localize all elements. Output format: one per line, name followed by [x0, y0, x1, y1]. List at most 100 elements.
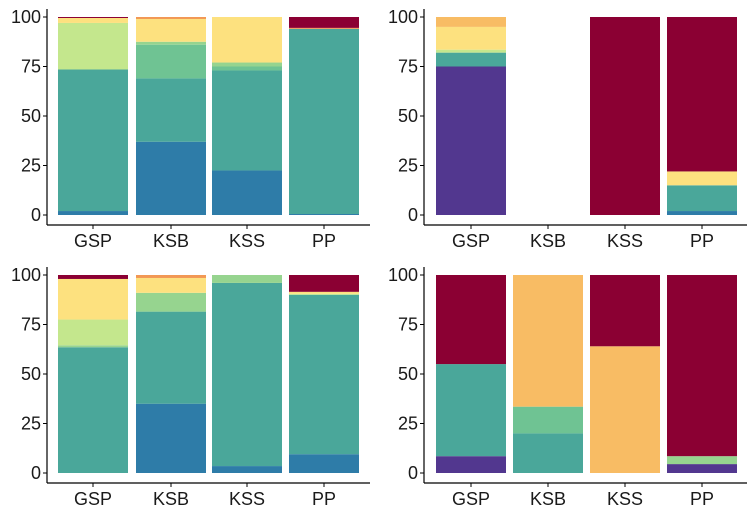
bar-segment-ksb-5 — [136, 275, 206, 278]
x-tick-label: PP — [312, 231, 336, 251]
bar-segment-gsp-5 — [58, 275, 128, 279]
y-tick-label: 0 — [408, 205, 418, 225]
chart-panel-2: 0 25 50 75 100 GSP KSB KSS PP — [388, 7, 747, 251]
x-tick-label: GSP — [452, 489, 490, 509]
x-tick-label: GSP — [74, 489, 112, 509]
x-tick-label: PP — [312, 489, 336, 509]
bar-segment-gsp-1 — [436, 66, 506, 215]
y-tick-label: 100 — [11, 265, 41, 285]
bar-segment-ksb-3 — [136, 292, 206, 312]
x-tick-label: PP — [690, 231, 714, 251]
y-tick-label: 75 — [398, 57, 418, 77]
bar-segment-kss-1 — [212, 170, 282, 215]
bar-segment-pp-1 — [289, 214, 359, 215]
bar-segment-gsp-3 — [58, 22, 128, 70]
bar-segment-kss-1 — [590, 346, 660, 473]
y-tick-label: 0 — [31, 205, 41, 225]
bar-segment-kss-5 — [212, 17, 282, 63]
bar-segment-gsp-4 — [58, 17, 128, 23]
x-tick-label: KSB — [153, 231, 189, 251]
bar-segment-ksb-2 — [513, 406, 583, 434]
bar-segment-gsp-2 — [58, 69, 128, 212]
bar-segment-pp-1 — [667, 464, 737, 473]
bar-segment-ksb-3 — [136, 44, 206, 79]
bar-segment-ksb-1 — [136, 141, 206, 215]
y-tick-label: 100 — [11, 7, 41, 27]
bar-segment-ksb-1 — [513, 433, 583, 473]
x-tick-label: GSP — [74, 231, 112, 251]
bar-segment-pp-4 — [289, 17, 359, 28]
bar-segment-gsp-1 — [58, 211, 128, 215]
chart-panel-4: 0 25 50 75 100 GSP KSB KSS PP — [388, 265, 747, 509]
x-tick-label: KSS — [607, 231, 643, 251]
x-tick-label: KSB — [530, 231, 566, 251]
bar-segment-gsp-4 — [436, 26, 506, 50]
x-tick-label: KSB — [153, 489, 189, 509]
bar-segment-pp-2 — [289, 294, 359, 455]
bar-segment-gsp-1 — [436, 456, 506, 473]
y-tick-label: 75 — [21, 57, 41, 77]
bar-segment-ksb-4 — [136, 41, 206, 45]
bar-segment-gsp-2 — [436, 364, 506, 457]
x-tick-label: PP — [690, 489, 714, 509]
y-tick-label: 25 — [21, 156, 41, 176]
y-tick-label: 0 — [31, 463, 41, 483]
bar-segment-pp-2 — [289, 28, 359, 215]
bar-segment-kss-3 — [212, 66, 282, 71]
bar-segment-pp-5 — [289, 275, 359, 292]
bar-segment-ksb-5 — [136, 18, 206, 42]
y-tick-label: 50 — [21, 106, 41, 126]
bar-segment-gsp-3 — [436, 275, 506, 365]
chart-panel-1: 0 25 50 75 100 GSP KSB KSS PP — [11, 7, 370, 251]
bar-segment-kss-2 — [212, 282, 282, 467]
y-tick-label: 25 — [398, 156, 418, 176]
bar-segment-gsp-3 — [436, 49, 506, 53]
bar-segment-pp-1 — [289, 454, 359, 473]
y-tick-label: 75 — [398, 315, 418, 335]
bar-segment-pp-4 — [289, 291, 359, 294]
bar-segment-kss-2 — [590, 275, 660, 347]
bar-segment-gsp-1 — [58, 347, 128, 473]
x-tick-label: KSS — [229, 231, 265, 251]
bar-segment-pp-3 — [667, 275, 737, 457]
bar-segment-kss-1 — [590, 17, 660, 215]
bar-segment-pp-1 — [667, 211, 737, 215]
bar-segment-pp-2 — [667, 456, 737, 465]
bar-segment-ksb-6 — [136, 17, 206, 19]
y-tick-label: 25 — [398, 414, 418, 434]
bar-segment-pp-3 — [289, 293, 359, 295]
x-tick-label: GSP — [452, 231, 490, 251]
y-tick-label: 50 — [21, 364, 41, 384]
y-tick-label: 25 — [21, 414, 41, 434]
y-tick-label: 75 — [21, 315, 41, 335]
bar-segment-ksb-4 — [136, 277, 206, 293]
y-tick-label: 50 — [398, 106, 418, 126]
bar-segment-kss-1 — [212, 466, 282, 473]
bar-segment-ksb-2 — [136, 78, 206, 142]
y-tick-label: 0 — [408, 463, 418, 483]
bar-segment-kss-4 — [212, 62, 282, 67]
y-tick-label: 50 — [398, 364, 418, 384]
bar-segment-pp-3 — [667, 171, 737, 186]
x-tick-label: KSB — [530, 489, 566, 509]
bar-segment-gsp-2 — [436, 52, 506, 67]
bar-segment-gsp-5 — [436, 17, 506, 27]
bar-segment-pp-4 — [667, 17, 737, 172]
y-tick-label: 100 — [388, 7, 418, 27]
bar-segment-kss-3 — [212, 275, 282, 283]
chart-panel-3: 0 25 50 75 100 GSP KSB KSS PP — [11, 265, 370, 509]
bar-segment-gsp-4 — [58, 278, 128, 320]
bar-segment-pp-3 — [289, 27, 359, 29]
bar-segment-gsp-3 — [58, 319, 128, 346]
bar-segment-ksb-2 — [136, 311, 206, 404]
x-tick-label: KSS — [607, 489, 643, 509]
x-tick-label: KSS — [229, 489, 265, 509]
bar-segment-gsp-5 — [58, 17, 128, 18]
bar-segment-gsp-2 — [58, 345, 128, 348]
bar-segment-pp-2 — [667, 185, 737, 212]
bar-segment-kss-2 — [212, 70, 282, 171]
y-tick-label: 100 — [388, 265, 418, 285]
bar-segment-ksb-3 — [513, 275, 583, 407]
bar-segment-ksb-1 — [136, 403, 206, 473]
